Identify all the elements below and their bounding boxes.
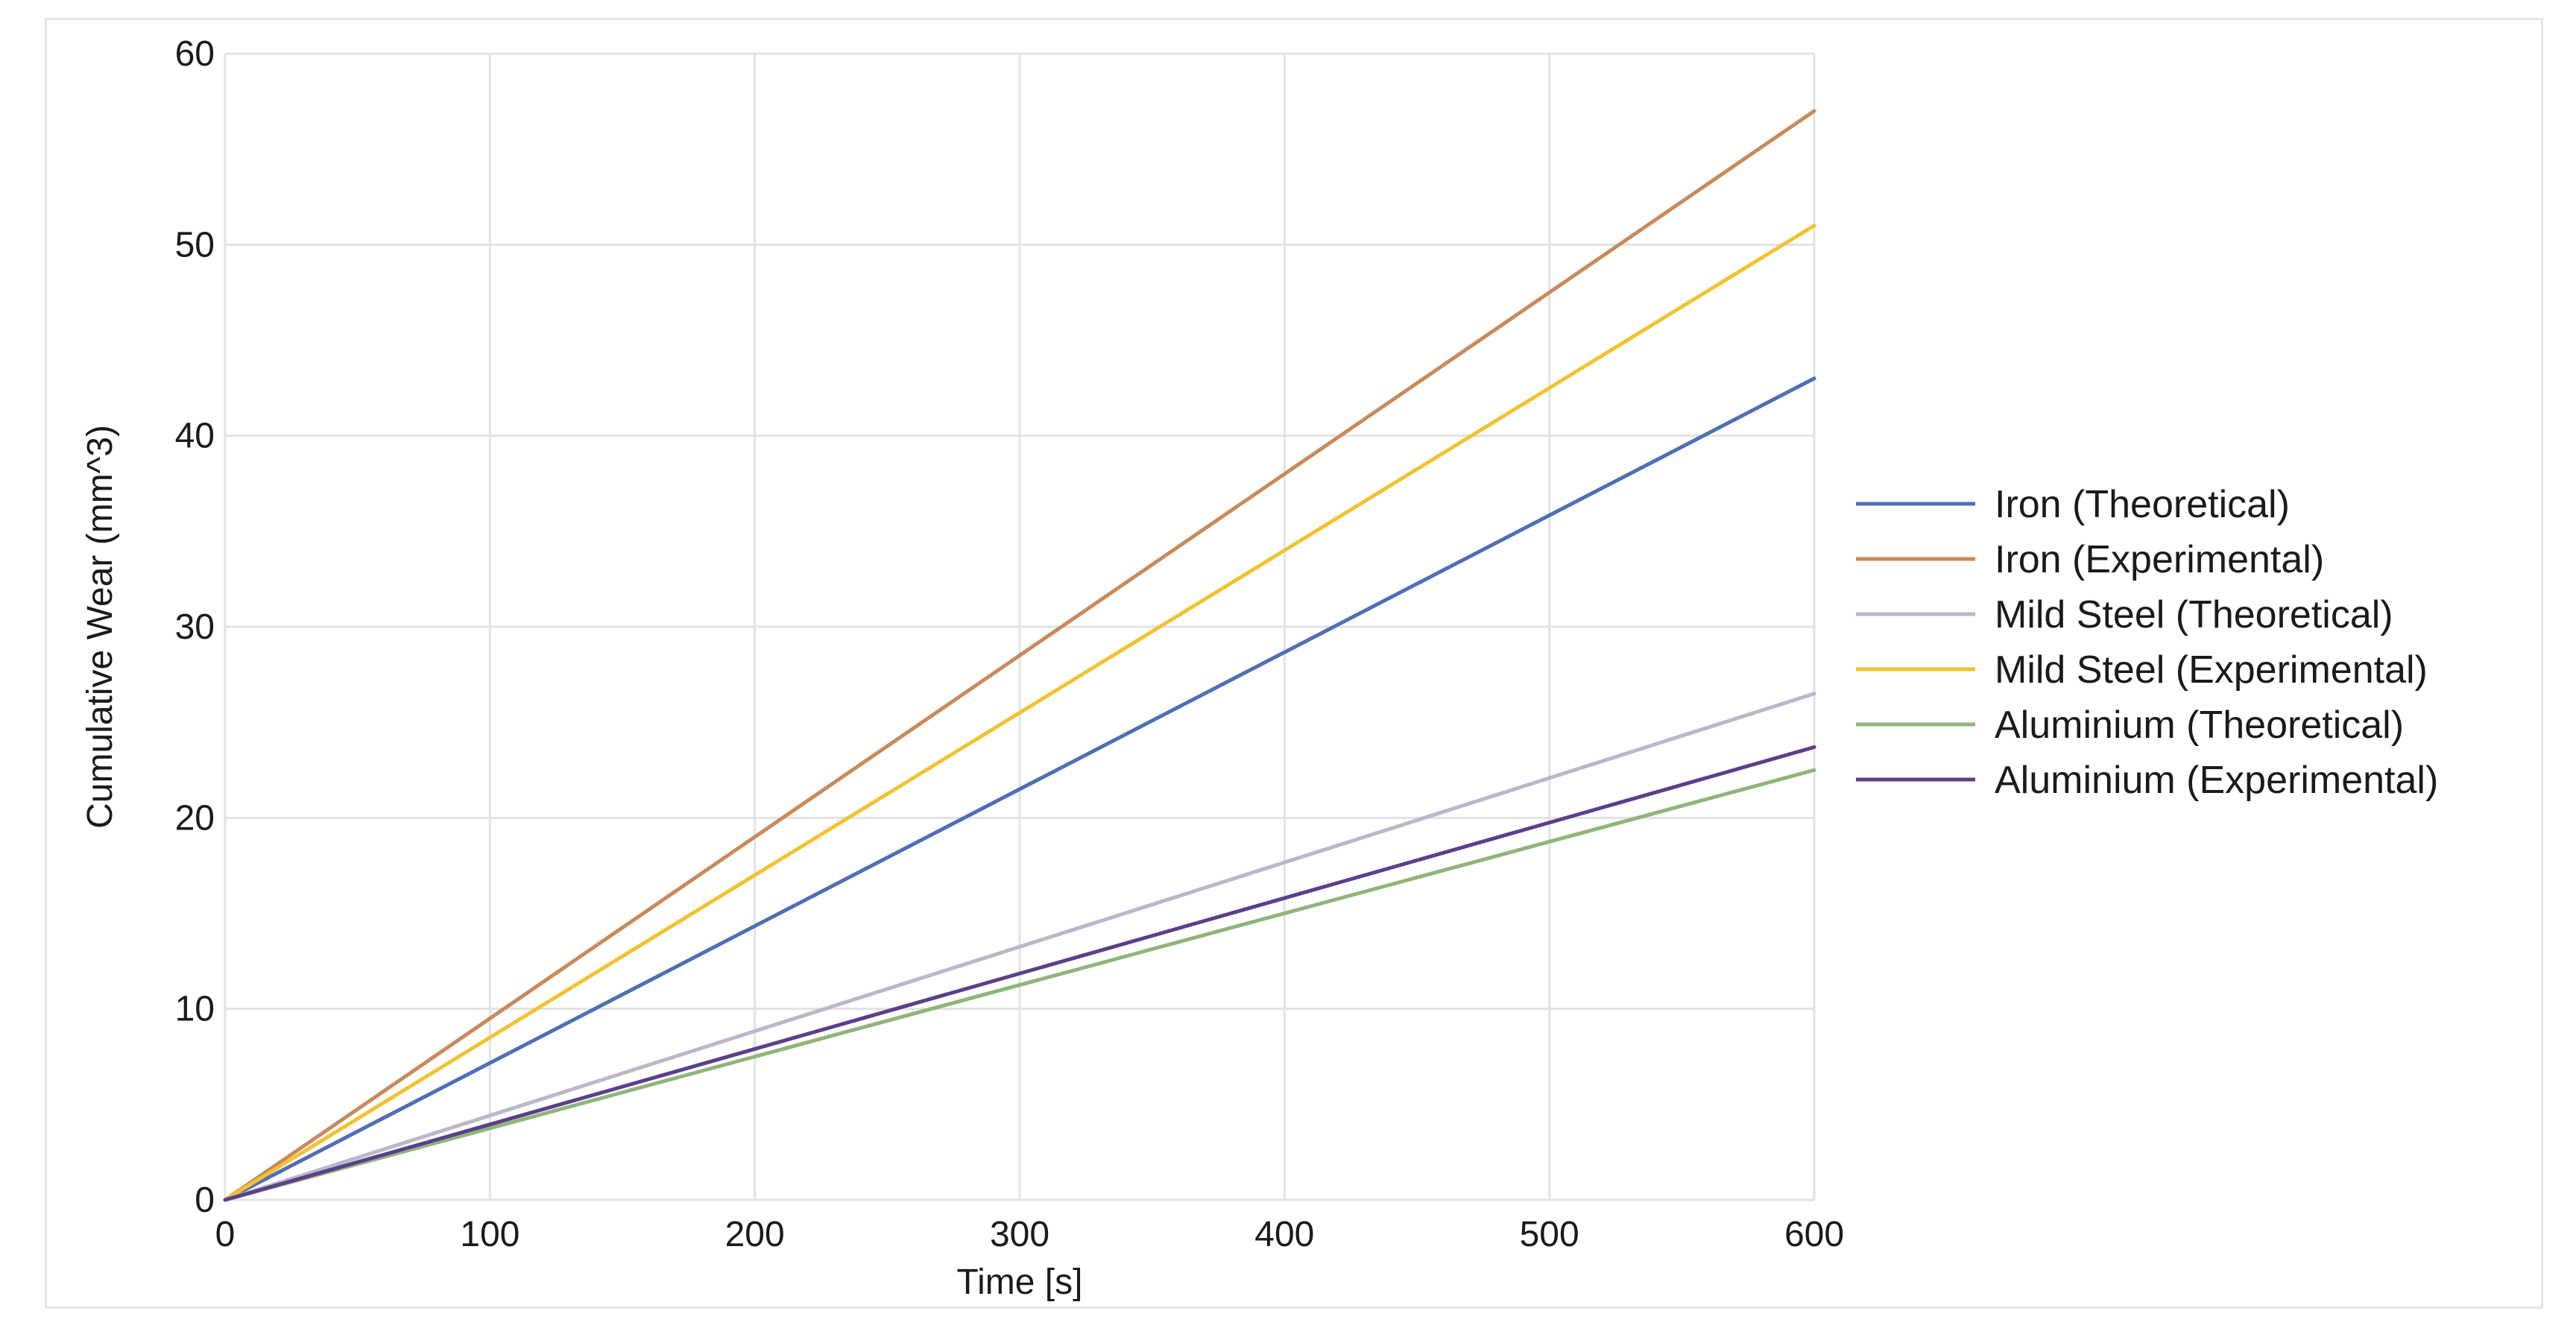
legend: Iron (Theoretical) Iron (Experimental) Mil…: [1856, 483, 2438, 802]
x-tick-label: 300: [990, 1215, 1049, 1254]
series-line-1: [223, 376, 1816, 1202]
legend-item: Aluminium (Theoretical): [1856, 704, 2404, 747]
series-line-5: [223, 768, 1816, 1202]
x-axis-title: Time [s]: [957, 1262, 1083, 1302]
y-tick-label: 60: [175, 34, 215, 74]
legend-label: Iron (Experimental): [1995, 538, 2324, 581]
x-tick-label: 500: [1520, 1215, 1579, 1254]
legend-item: Mild Steel (Theoretical): [1856, 593, 2393, 636]
legend-item: Iron (Experimental): [1856, 538, 2324, 581]
x-tick-label: 0: [215, 1215, 236, 1254]
series-lines: [223, 109, 1816, 1202]
series-line-2: [223, 109, 1816, 1202]
y-tick-label: 0: [195, 1181, 215, 1220]
legend-item: Iron (Theoretical): [1856, 483, 2290, 526]
legend-label: Mild Steel (Experimental): [1995, 648, 2428, 692]
series-line-4: [223, 224, 1816, 1202]
legend-item: Mild Steel (Experimental): [1856, 648, 2428, 692]
legend-label: Aluminium (Theoretical): [1995, 704, 2404, 747]
series-line-3: [223, 692, 1816, 1202]
x-tick-label: 600: [1784, 1215, 1844, 1254]
y-tick-label: 10: [175, 990, 215, 1029]
x-tick-label: 200: [725, 1215, 785, 1254]
legend-label: Iron (Theoretical): [1995, 483, 2290, 526]
legend-label: Aluminium (Experimental): [1995, 759, 2438, 802]
x-tick-label: 100: [460, 1215, 520, 1254]
x-tick-label: 400: [1254, 1215, 1314, 1254]
y-tick-label: 40: [175, 417, 215, 456]
y-axis-title: Cumulative Wear (mm^3): [80, 425, 120, 829]
y-tick-label: 30: [175, 607, 215, 647]
y-tick-label: 50: [175, 225, 215, 265]
legend-label: Mild Steel (Theoretical): [1995, 593, 2393, 636]
y-axis-ticks: 0 10 20 30 40 50 60: [175, 34, 215, 1220]
series-line-6: [223, 745, 1816, 1202]
y-tick-label: 20: [175, 798, 215, 838]
legend-item: Aluminium (Experimental): [1856, 759, 2438, 802]
gridlines: [224, 52, 1816, 1201]
chart-frame: [45, 18, 2543, 1309]
x-axis-ticks: 0 100 200 300 400 500 600: [215, 1215, 1844, 1254]
